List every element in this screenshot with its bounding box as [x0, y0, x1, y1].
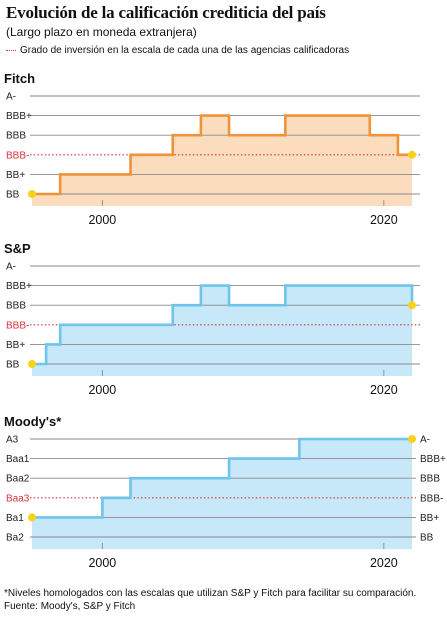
moodys-end-point [408, 435, 416, 443]
fitch-ytick-label: BB+ [6, 170, 25, 181]
fitch-ytick-label: BBB+ [6, 111, 32, 122]
sp-panel-title: S&P [4, 241, 31, 256]
sp-ytick-label: BB+ [6, 340, 25, 351]
fitch-ytick-label: BBB [6, 131, 26, 142]
sp-ytick-label: BBB- [6, 320, 29, 331]
moodys-xtick-label: 2020 [370, 556, 398, 570]
moodys-chart: Ba2 Ba1 Baa3 Baa2 Baa1 A3 BB BB+ BBB- BBB BBB+ A- 20… [6, 435, 446, 571]
sp-ytick-label: BBB+ [6, 281, 32, 292]
fitch-xtick-label: 2000 [88, 213, 116, 227]
sp-area [32, 285, 412, 376]
fitch-start-point [28, 190, 36, 198]
footnote-source: Fuente: Moody's, S&P y Fitch [4, 601, 136, 612]
moodys-xtick-label: 2000 [88, 556, 116, 570]
moodys-right-tick-label: BB+ [420, 513, 439, 524]
moodys-ytick-label: A3 [6, 435, 19, 446]
legend-label: Grado de inversión en la escala de cada … [20, 45, 350, 56]
moodys-area [32, 439, 412, 549]
sp-chart: BB BB+ BBB- BBB BBB+ A- 2000 2020 [6, 262, 420, 397]
moodys-ytick-label: Ba2 [6, 533, 24, 544]
moodys-right-tick-label: BBB- [420, 493, 443, 504]
moodys-right-tick-label: BBB [420, 474, 440, 485]
sp-xtick-label: 2000 [88, 383, 116, 397]
moodys-series-line [32, 437, 412, 519]
fitch-series-line [32, 114, 412, 196]
sp-start-point [28, 360, 36, 368]
moodys-right-tick-label: BBB+ [420, 454, 446, 465]
sp-end-point [408, 301, 416, 310]
legend: Grado de inversión en la escala de cada … [6, 45, 349, 56]
moodys-ytick-label: Baa2 [6, 474, 30, 485]
sp-series-line [32, 284, 414, 366]
footnote-note: *Niveles homologados con las escalas que… [4, 588, 417, 599]
moodys-right-tick-label: BB [420, 533, 434, 544]
sp-ytick-label: BB [6, 360, 20, 371]
moodys-panel-title: Moody's* [4, 414, 62, 429]
fitch-chart: BB BB+ BBB- BBB BBB+ A- 2000 2020 [6, 92, 420, 227]
fitch-end-point [408, 150, 416, 159]
fitch-ytick-label: BB [6, 190, 20, 201]
fitch-panel-title: Fitch [4, 71, 36, 86]
footnote: *Niveles homologados con las escalas que… [4, 587, 416, 613]
chart-subtitle: (Largo plazo en moneda extranjera) [6, 25, 197, 39]
moodys-right-tick-label: A- [420, 435, 430, 446]
moodys-ytick-label: Baa1 [6, 454, 30, 465]
fitch-area [32, 115, 412, 206]
fitch-xtick-label: 2020 [370, 213, 398, 227]
moodys-start-point [28, 513, 36, 522]
moodys-ytick-label: Ba1 [6, 513, 24, 524]
sp-ytick-label: BBB [6, 301, 26, 312]
fitch-ytick-label: A- [6, 92, 16, 103]
sp-xtick-label: 2020 [370, 383, 398, 397]
fitch-ytick-label: BBB- [6, 150, 29, 161]
chart-title: Evolución de la calificación crediticia … [6, 3, 326, 22]
moodys-ytick-label: Baa3 [6, 493, 30, 504]
sp-ytick-label: A- [6, 262, 16, 273]
investment-grade-swatch [6, 50, 16, 51]
